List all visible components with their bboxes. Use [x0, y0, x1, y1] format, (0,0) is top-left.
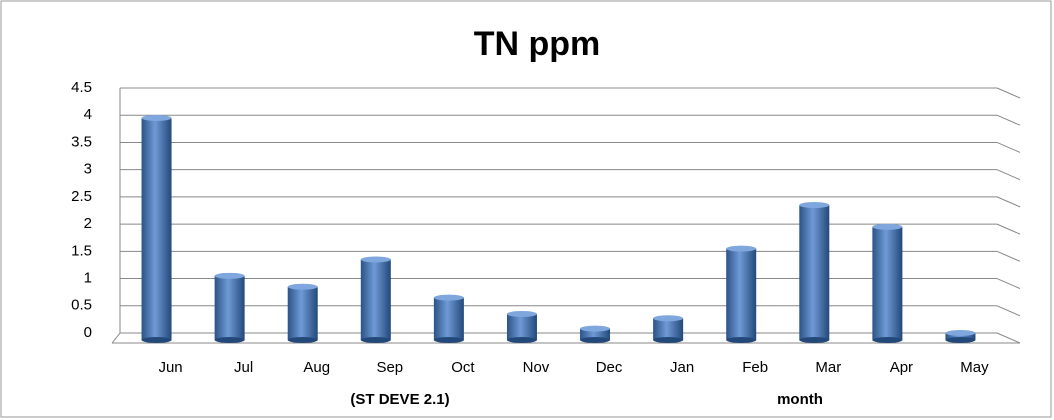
y-tick-label: 3: [84, 161, 92, 178]
bar-top: [653, 315, 684, 322]
x-tick-label: Jan: [670, 359, 694, 376]
floor-edge: [111, 332, 121, 344]
grid-slant: [996, 223, 1021, 235]
bar-base: [141, 337, 172, 343]
bar: [580, 328, 611, 340]
bar-top: [872, 223, 903, 230]
bar: [360, 259, 391, 340]
x-tick-label: May: [960, 359, 989, 376]
y-tick-label: 4.5: [71, 79, 92, 96]
bar: [799, 205, 830, 340]
bar: [433, 297, 464, 340]
y-tick-label: 2: [84, 215, 92, 232]
bar-top: [726, 245, 757, 252]
bar-top: [360, 256, 391, 263]
bar: [872, 226, 903, 340]
grid-slant: [996, 141, 1021, 153]
bar-top: [945, 330, 976, 336]
x-tick-label: Mar: [815, 359, 841, 376]
y-tick-label: 0.5: [71, 297, 92, 314]
bar-base: [360, 337, 391, 343]
bar-top: [214, 272, 245, 279]
bar-top: [433, 294, 464, 301]
bar: [726, 248, 757, 340]
bar-base: [945, 337, 976, 343]
y-tick-label: 4: [84, 106, 92, 123]
x-tick-label: Feb: [742, 359, 768, 376]
x-tick-label: Oct: [451, 359, 475, 376]
bar: [653, 318, 684, 340]
bar-top: [141, 114, 172, 121]
grid-slant: [996, 114, 1021, 126]
bar-base: [872, 337, 903, 343]
y-tick-label: 3.5: [71, 133, 92, 150]
bar-top: [580, 325, 611, 332]
grid-slant: [996, 250, 1021, 262]
chart-title: TN ppm: [474, 25, 601, 63]
annotation: (ST DEVE 2.1): [350, 391, 449, 408]
bar: [214, 275, 245, 340]
x-tick-label: Sep: [376, 359, 403, 376]
y-tick-label: 0: [84, 324, 92, 341]
x-tick-label: Jul: [234, 359, 253, 376]
bar-base: [799, 337, 830, 343]
bar: [506, 313, 537, 340]
y-tick-label: 1: [84, 270, 92, 287]
bar-base: [433, 337, 464, 343]
bar-top: [506, 310, 537, 317]
x-axis-label: month: [777, 391, 823, 408]
bar: [287, 286, 318, 340]
bar-base: [653, 337, 684, 343]
grid-slant: [996, 87, 1021, 99]
grid-slant: [996, 196, 1021, 208]
grid-slant: [996, 169, 1021, 181]
grid-slant: [996, 332, 1021, 344]
bar-base: [726, 337, 757, 343]
bar-base: [287, 337, 318, 343]
x-tick-label: Apr: [890, 359, 913, 376]
x-tick-label: Nov: [523, 359, 550, 376]
bar: [945, 333, 976, 340]
bar-top: [799, 202, 830, 209]
x-tick-label: Jun: [158, 359, 182, 376]
bar-base: [506, 337, 537, 343]
bar-base: [214, 337, 245, 343]
x-tick-label: Dec: [596, 359, 623, 376]
y-tick-label: 1.5: [71, 242, 92, 259]
grid-slant: [996, 278, 1021, 290]
bar-base: [580, 337, 611, 343]
grid-slant: [996, 305, 1021, 317]
bar-top: [287, 283, 318, 290]
bar: [141, 117, 172, 340]
x-tick-label: Aug: [303, 359, 330, 376]
y-tick-label: 2.5: [71, 188, 92, 205]
